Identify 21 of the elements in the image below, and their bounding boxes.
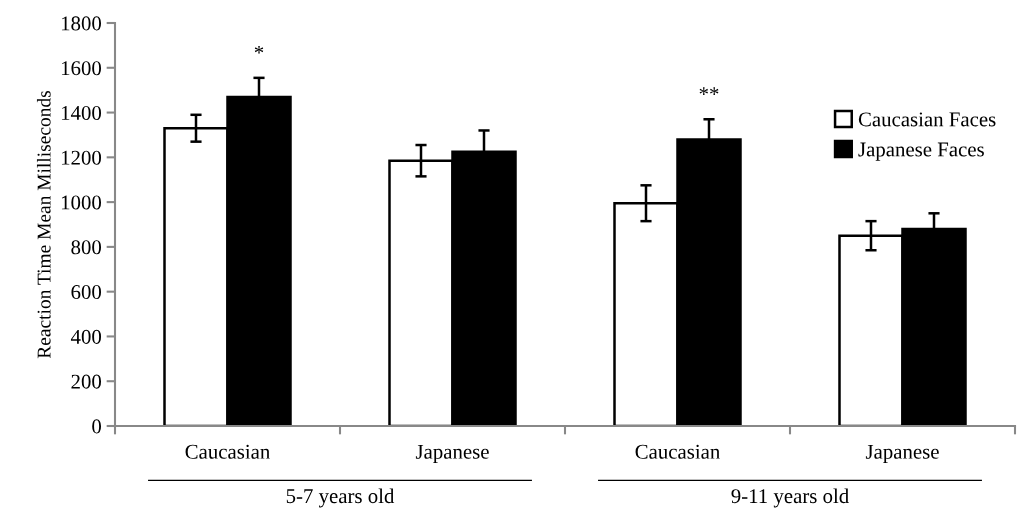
y-tick-label: 0 [92,419,102,434]
y-tick-label: 600 [71,285,102,300]
y-tick-label: 800 [71,240,102,255]
legend-label: Japanese Faces [858,142,984,161]
text: 9-11 years old [731,488,849,508]
y-tick-label: 1000 [61,195,102,210]
x-tick-label: Caucasian [185,444,270,459]
x-tick-label: Japanese [415,444,489,464]
legend-label: Caucasian Faces [858,112,996,127]
data-label: * [254,45,264,54]
y-tick-label: 1200 [61,150,102,165]
y-tick-label: 400 [70,329,102,344]
y-tick-label: 1400 [61,105,102,120]
y-tick-label: 1800 [61,16,102,31]
y-tick-label: 1600 [61,61,102,76]
data-label: ** [699,87,719,95]
y-axis-title: Reaction Time Mean Milliseconds [36,90,51,359]
x-tick-label: Japanese [865,444,939,464]
y-tick-label: 200 [71,374,102,389]
text: 5-7 years old [286,488,395,508]
x-tick-label: Caucasian [635,444,720,459]
